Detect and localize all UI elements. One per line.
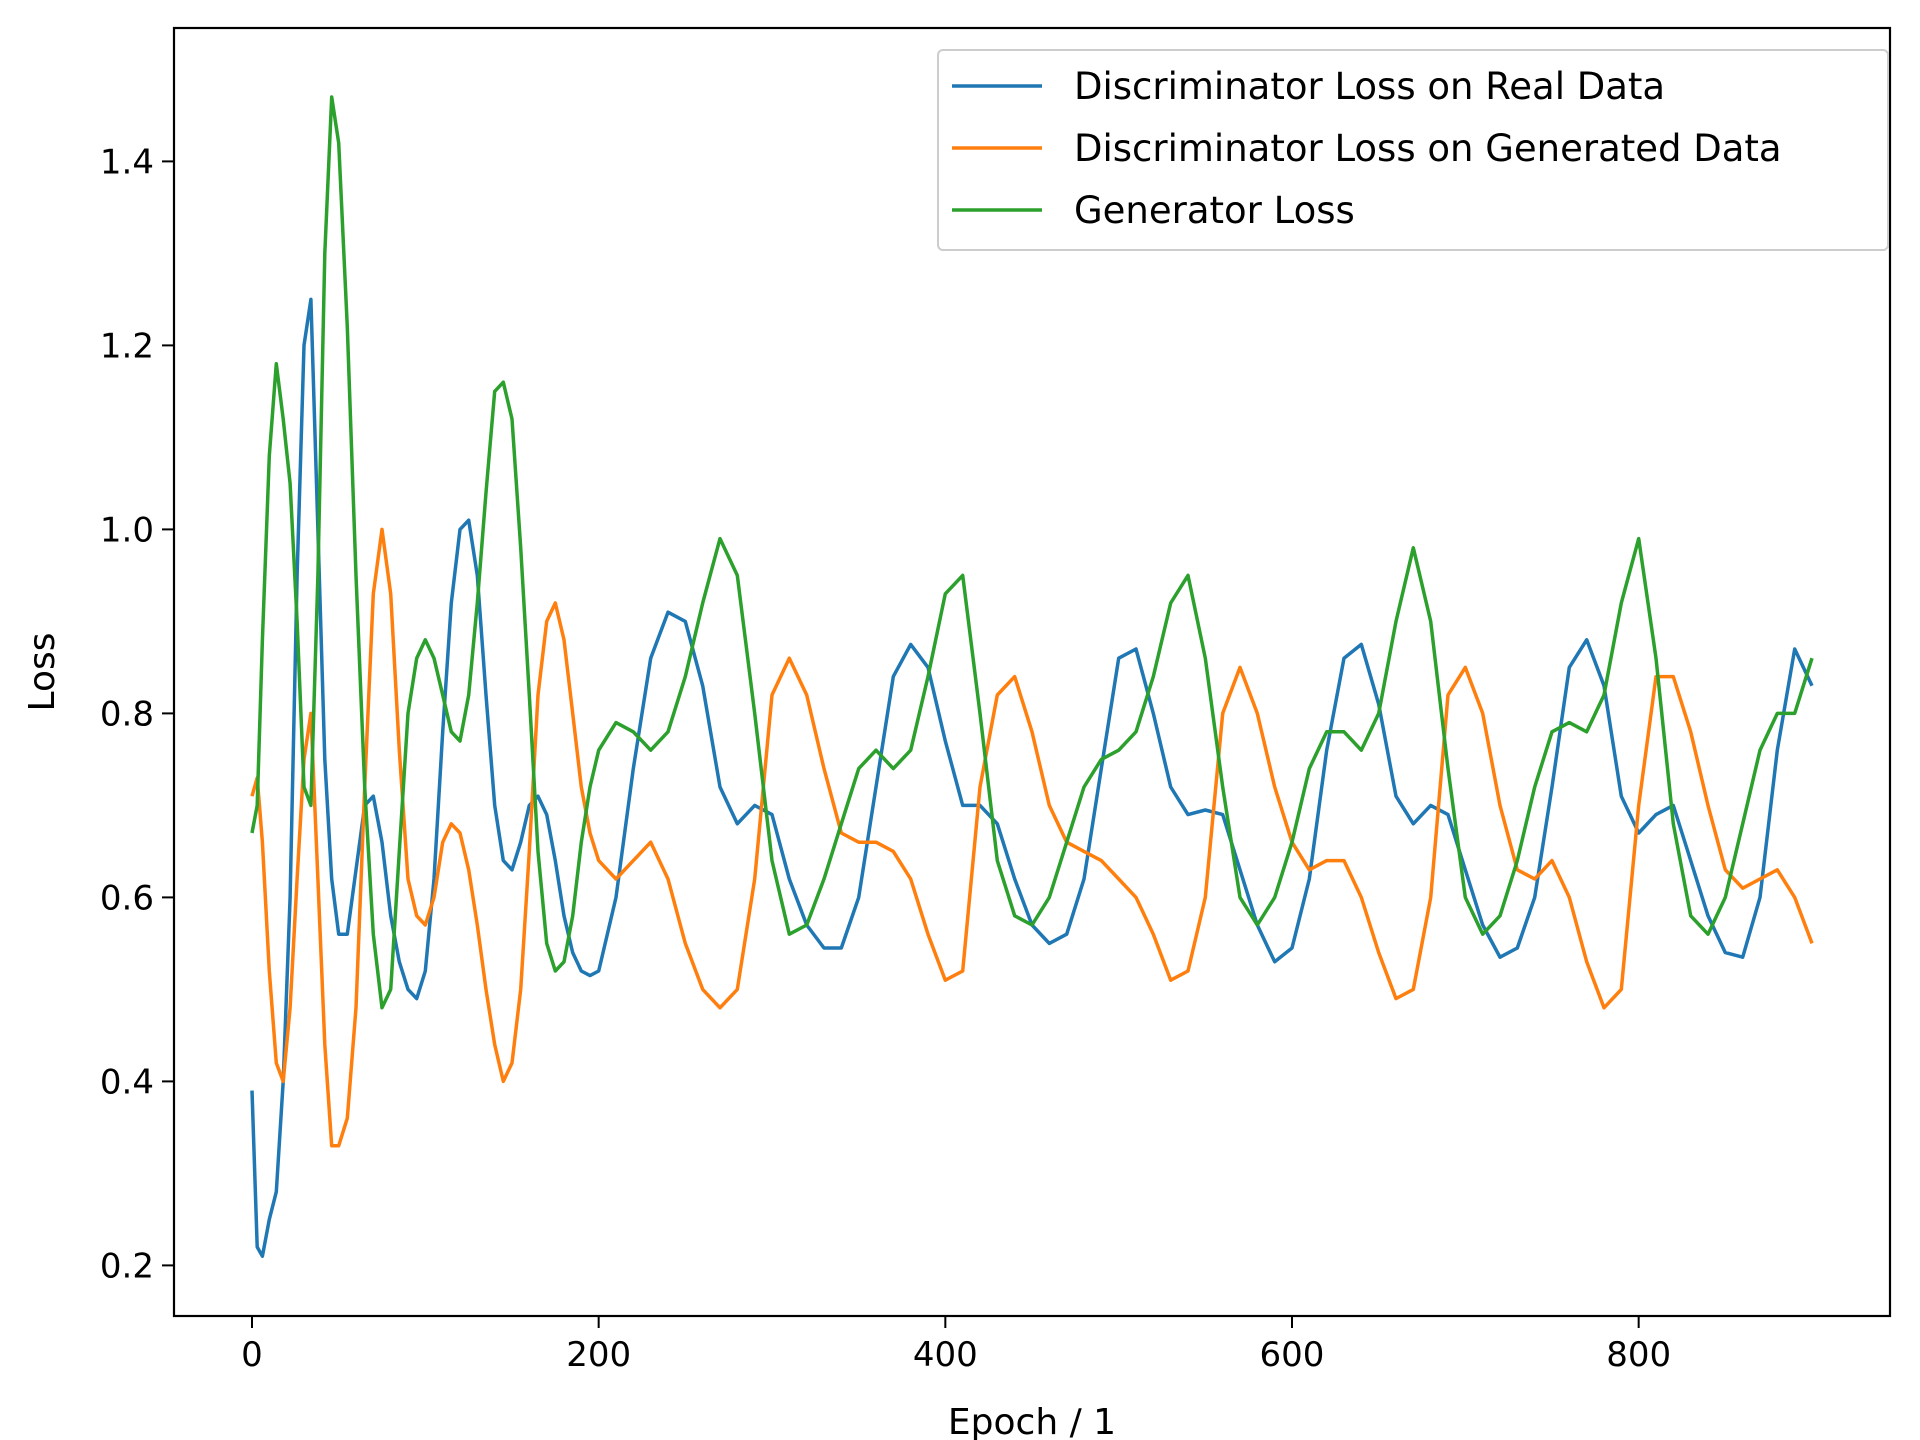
legend-entry-generated: Discriminator Loss on Generated Data: [952, 127, 1782, 170]
x-tick-label: 800: [1606, 1335, 1671, 1375]
y-tick-label: 0.8: [100, 694, 154, 734]
x-tick-label: 600: [1260, 1335, 1325, 1375]
x-axis-label: Epoch / 1: [948, 1402, 1116, 1440]
legend-label-generated: Discriminator Loss on Generated Data: [1074, 127, 1782, 170]
series-line-1: [250, 527, 1814, 1148]
x-tick-label: 200: [566, 1335, 631, 1375]
legend-entry-generator: Generator Loss: [952, 189, 1355, 232]
legend-box: [937, 49, 1889, 251]
x-tick-label: 400: [913, 1335, 978, 1375]
y-tick-label: 0.6: [100, 878, 154, 918]
y-axis-label: Loss: [22, 633, 63, 712]
y-axis-ticks: 0.2 0.4 0.6 0.8 1.0 1.2 1.4: [100, 142, 174, 1286]
legend-entry-real: Discriminator Loss on Real Data: [952, 65, 1665, 108]
y-tick-label: 1.4: [100, 142, 154, 182]
plot-area-frame: [172, 26, 1892, 1318]
y-tick-label: 0.4: [100, 1062, 154, 1102]
legend-label-real: Discriminator Loss on Real Data: [1074, 65, 1665, 108]
series-line-0: [250, 297, 1814, 1258]
legend: Discriminator Loss on Real Data Discrimi…: [937, 49, 1889, 251]
series-layer: [250, 95, 1814, 1258]
x-tick-label: 0: [241, 1335, 263, 1375]
x-axis-ticks: 0 200 400 600 800: [241, 1316, 1671, 1375]
y-tick-label: 0.2: [100, 1246, 154, 1286]
series-line-2: [250, 95, 1814, 1010]
y-tick-label: 1.0: [100, 510, 154, 550]
legend-label-generator: Generator Loss: [1074, 189, 1355, 232]
y-tick-label: 1.2: [100, 326, 154, 366]
